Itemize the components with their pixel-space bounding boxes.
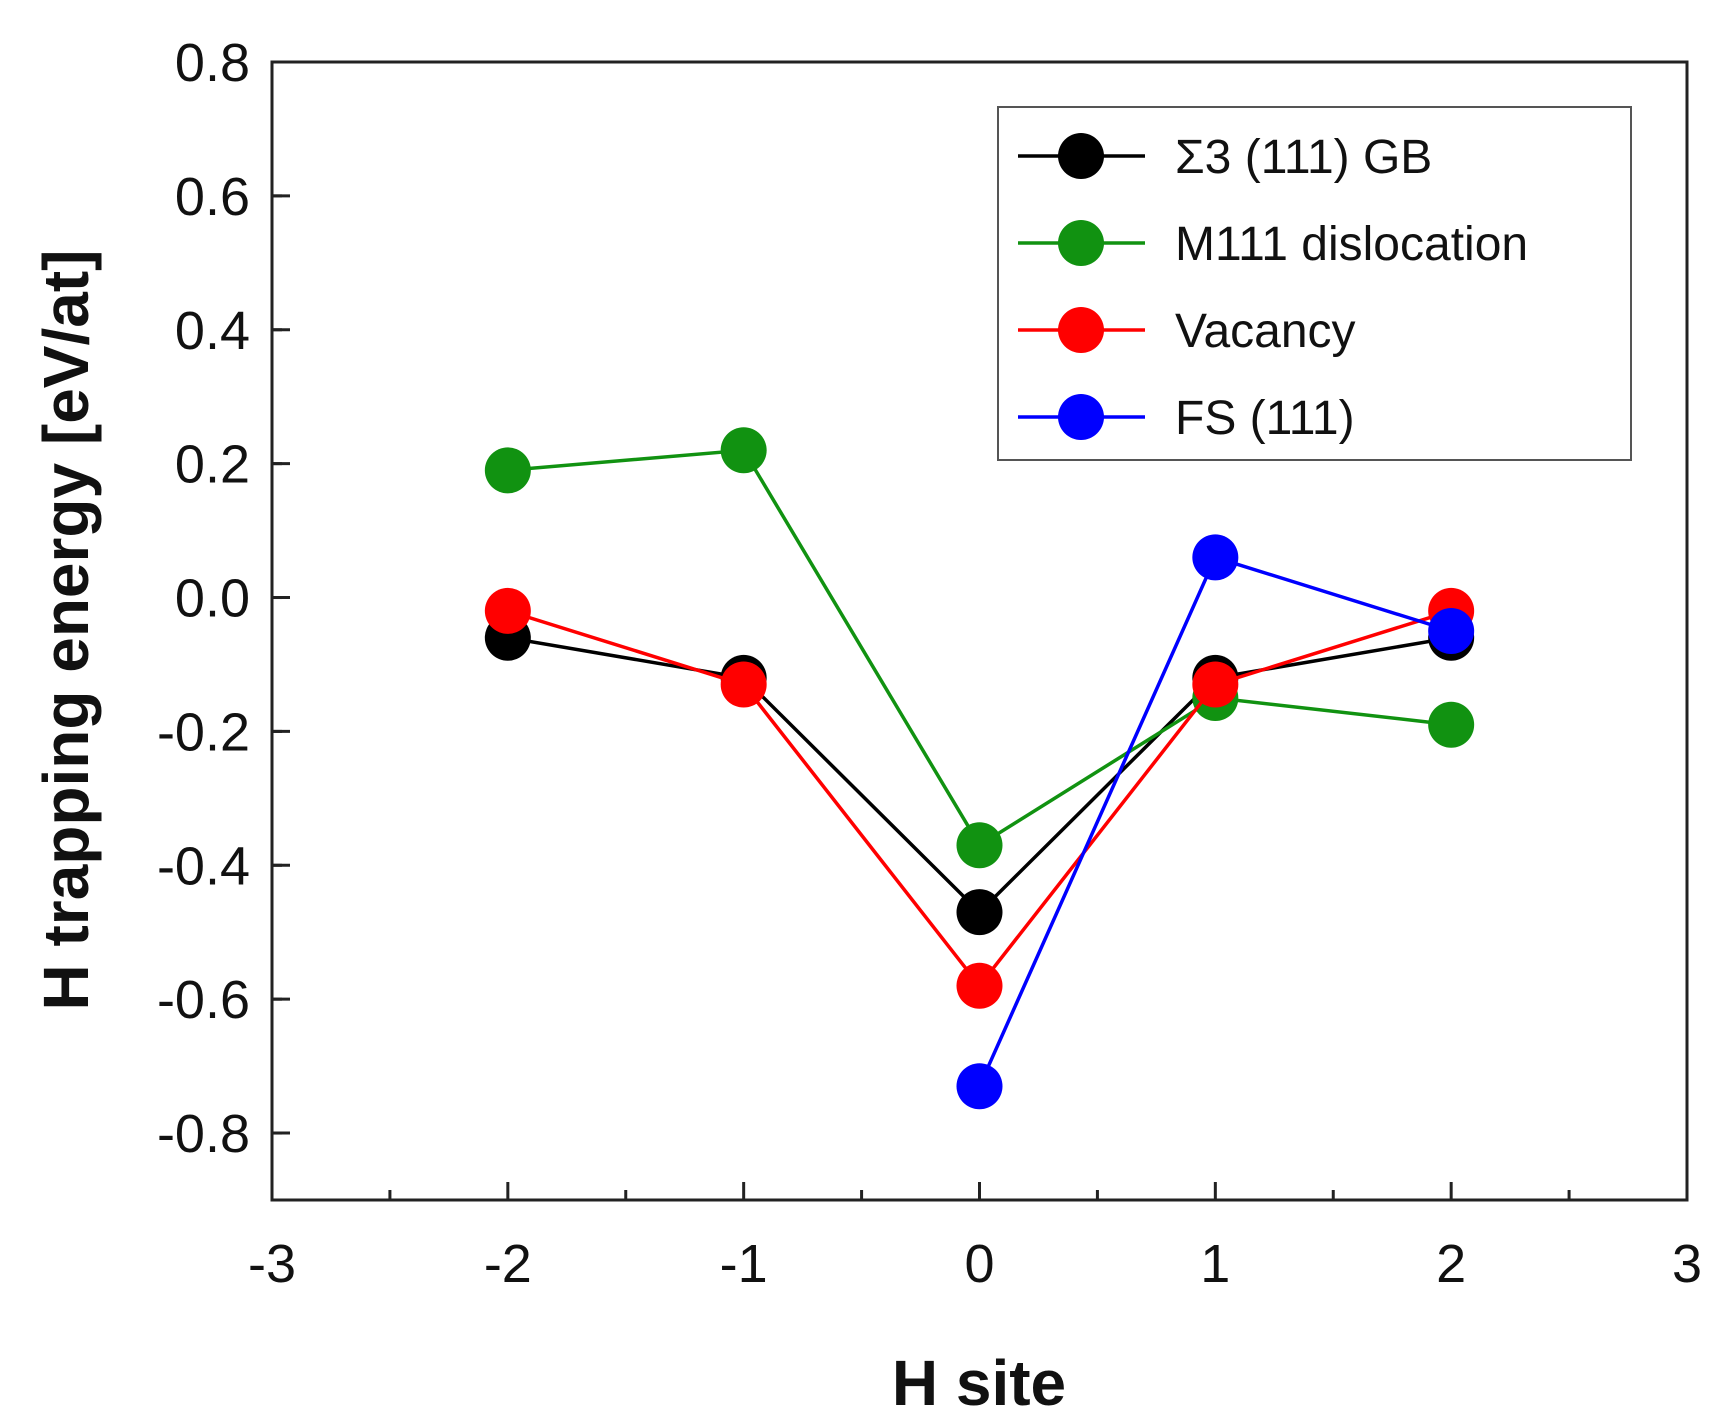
legend-item: Vacancy	[1018, 305, 1356, 358]
y-tick-label: 0.8	[175, 33, 250, 93]
legend: Σ3 (111) GB M111 dislocation Vacancy FS (11…	[997, 106, 1632, 461]
series-line	[507, 448, 1452, 848]
series-layer	[484, 427, 1475, 1110]
data-point	[956, 1063, 1003, 1110]
series-line	[507, 635, 1452, 915]
x-tick-label: 1	[1200, 1234, 1230, 1294]
y-tick-label: 0.0	[175, 569, 250, 629]
x-tick-label: 0	[964, 1234, 994, 1294]
y-axis-ticks: 0.8 0.6 0.4 0.2 0.0 -0.2 -0.4 -0.6 -0.8	[157, 33, 290, 1164]
legend-label: Σ3 (111) GB	[1175, 131, 1432, 184]
data-point	[1192, 661, 1239, 708]
legend-label: FS (111)	[1175, 392, 1355, 445]
legend-marker	[1058, 220, 1104, 266]
x-tick-label: 2	[1436, 1234, 1466, 1294]
series-4	[956, 534, 1475, 1110]
x-tick-label: 3	[1672, 1234, 1702, 1294]
x-tick-label: -3	[248, 1234, 296, 1294]
x-axis-title: H site	[892, 1347, 1066, 1419]
data-point	[956, 889, 1003, 936]
y-tick-label: 0.2	[175, 435, 250, 495]
y-tick-label: -0.8	[157, 1104, 250, 1164]
legend-marker	[1058, 307, 1104, 353]
y-axis-title: H trapping energy [eV/at]	[30, 250, 102, 1011]
legend-items: Σ3 (111) GB M111 dislocation Vacancy FS (11…	[1018, 131, 1528, 445]
data-point	[1428, 701, 1475, 748]
legend-frame	[997, 106, 1632, 461]
legend-item: FS (111)	[1018, 392, 1355, 445]
legend-label: M111 dislocation	[1175, 218, 1528, 271]
data-point	[720, 661, 767, 708]
series-1	[484, 614, 1475, 936]
series-line	[977, 555, 1452, 1087]
data-point	[720, 427, 767, 474]
series-2	[484, 427, 1475, 869]
data-point	[956, 962, 1003, 1009]
data-point	[1192, 534, 1239, 581]
data-point	[484, 447, 531, 494]
legend-marker	[1058, 394, 1104, 440]
y-tick-label: -0.2	[157, 702, 250, 762]
series-3	[484, 587, 1475, 1009]
legend-item: Σ3 (111) GB	[1018, 131, 1432, 184]
data-point	[1428, 608, 1475, 654]
legend-label: Vacancy	[1175, 305, 1356, 358]
x-tick-label: -1	[720, 1234, 768, 1294]
x-axis-ticks: -3 -2 -1 0 1 2 3	[248, 1182, 1702, 1294]
x-tick-label: -2	[484, 1234, 532, 1294]
data-point	[484, 587, 531, 634]
legend-item: M111 dislocation	[1018, 218, 1528, 271]
y-tick-label: 0.6	[175, 167, 250, 227]
y-tick-label: 0.4	[175, 301, 250, 361]
legend-marker	[1058, 133, 1104, 179]
data-point	[956, 822, 1003, 869]
y-tick-label: -0.4	[157, 836, 250, 896]
y-tick-label: -0.6	[157, 970, 250, 1030]
